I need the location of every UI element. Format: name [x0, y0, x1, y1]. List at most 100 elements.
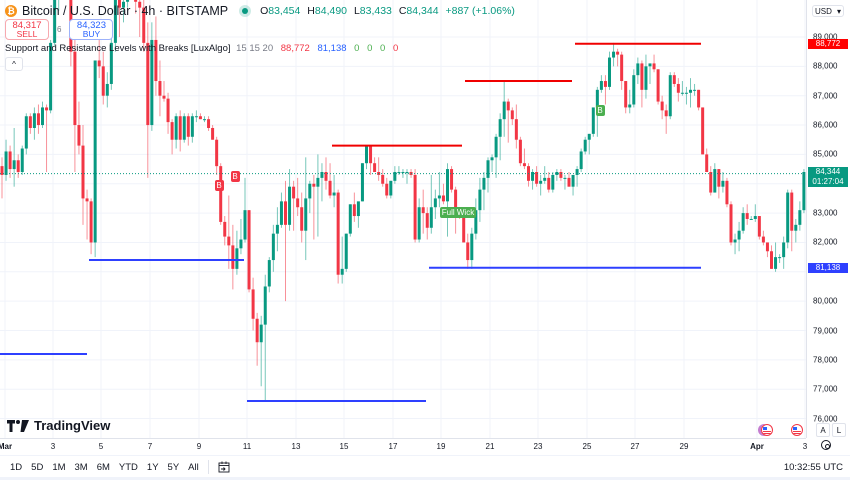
date-tick-label: 29: [679, 442, 689, 451]
candle-bullish: [478, 189, 482, 211]
candle-bearish: [705, 154, 709, 173]
last-price-badge: 84,344 01:27:04: [808, 166, 848, 187]
currency-selector[interactable]: USD ▾: [812, 5, 844, 17]
candle-bearish: [559, 172, 563, 178]
candle-bearish: [725, 180, 729, 205]
date-tick-label: Apr: [750, 442, 764, 451]
buy-button[interactable]: 84,323 BUY: [69, 19, 114, 40]
candle-bearish: [198, 116, 202, 120]
collapse-legend-button[interactable]: ^: [5, 57, 23, 71]
candle-bullish: [401, 172, 405, 174]
candle-bullish: [531, 172, 535, 181]
date-tick-label: 3: [802, 442, 808, 451]
range-button-1y[interactable]: 1Y: [146, 461, 159, 473]
last-price: 84,344: [815, 166, 841, 176]
indicator-value-4: 0: [392, 43, 399, 54]
date-tick-label: 27: [630, 442, 640, 451]
candle-bullish: [494, 136, 498, 158]
candle-bullish: [778, 257, 782, 259]
candle-bearish: [672, 75, 676, 84]
candle-bullish: [774, 257, 778, 269]
candle-bearish: [660, 101, 664, 111]
settings-icon[interactable]: [821, 440, 831, 450]
candle-bullish: [32, 113, 36, 128]
time-axis[interactable]: Mar 3 5 7 9 11 13 15 17 19 21 23 25 27 29 Apr 3: [0, 438, 808, 455]
auto-scale-button[interactable]: A: [816, 423, 830, 437]
price-tick-label: 77,000: [813, 384, 838, 394]
symbol-title[interactable]: Bitcoin / U.S. Dollar · 4h · BITSTAMP: [22, 4, 229, 18]
candle-bearish: [45, 107, 49, 111]
calendar-goto-icon[interactable]: [218, 461, 230, 473]
candle-bullish: [498, 119, 502, 137]
candle-bullish: [150, 39, 154, 126]
sell-label: SELL: [16, 28, 38, 39]
candle-bullish: [644, 66, 648, 90]
candle-bullish: [446, 169, 449, 202]
candle-bullish: [105, 83, 109, 96]
candle-bullish: [126, 0, 130, 2]
candle-bullish: [174, 116, 178, 140]
candle-bearish: [624, 81, 628, 108]
candle-bullish: [203, 119, 206, 121]
date-tick-label: Mar: [0, 442, 13, 451]
candle-bullish: [122, 1, 125, 8]
indicator-name: Support and Resistance Levels with Break…: [5, 43, 231, 54]
candle-bearish: [664, 110, 668, 117]
candle-bullish: [267, 260, 271, 287]
indicator-legend[interactable]: Support and Resistance Levels with Break…: [5, 43, 398, 54]
us-economic-event-icon[interactable]: [761, 424, 773, 436]
range-button-5y[interactable]: 5Y: [167, 461, 180, 473]
date-tick-label: 5: [98, 442, 104, 451]
range-button-5d[interactable]: 5D: [31, 461, 44, 473]
currency-label: USD: [815, 6, 832, 16]
sell-button[interactable]: 84,317 SELL: [5, 19, 49, 40]
us-economic-event-icon[interactable]: [791, 424, 803, 436]
log-scale-button[interactable]: L: [832, 423, 846, 437]
candle-bearish: [85, 198, 89, 202]
bar-countdown: 01:27:04: [812, 176, 844, 186]
range-button-3m[interactable]: 3M: [74, 461, 88, 473]
price-axis[interactable]: USD ▾ 89,000 88,000 87,000 86,000 85,000 83,0…: [806, 0, 850, 438]
candle-bearish: [413, 174, 417, 240]
candle-bearish: [300, 207, 304, 231]
tradingview-logo-text: TradingView: [34, 418, 111, 433]
candle-bullish: [417, 207, 421, 240]
candle-bullish: [587, 133, 591, 140]
candle-bearish: [215, 139, 219, 167]
candle-bearish: [251, 289, 255, 319]
candle-bullish: [628, 104, 632, 108]
range-button-all[interactable]: All: [188, 461, 199, 473]
candle-bullish: [24, 116, 28, 149]
candle-bearish: [547, 177, 551, 190]
chevron-down-icon: ▾: [836, 6, 841, 16]
range-button-ytd[interactable]: YTD: [118, 461, 138, 473]
candle-bearish: [138, 1, 142, 8]
candle-bullish: [482, 177, 486, 190]
candle-bullish: [113, 0, 117, 43]
candle-bearish: [73, 51, 77, 126]
candle-bearish: [166, 98, 170, 123]
candle-bullish: [308, 183, 312, 199]
candle-bullish: [737, 230, 741, 240]
range-button-1m[interactable]: 1M: [52, 461, 66, 473]
candle-bearish: [506, 101, 510, 111]
break-signal-label: B: [214, 180, 224, 192]
candlestick-chart[interactable]: [0, 0, 806, 438]
low-value: 83,433: [359, 5, 392, 17]
candle-bullish: [332, 192, 336, 196]
candle-bullish: [668, 75, 672, 117]
candle-bullish: [786, 192, 790, 243]
range-button-6m[interactable]: 6M: [96, 461, 110, 473]
chart-pane[interactable]: ₿ Bitcoin / U.S. Dollar · 4h · BITSTAMP …: [0, 0, 806, 438]
candle-bearish: [101, 66, 105, 96]
candle-bearish: [640, 63, 644, 90]
price-tick-label: 80,000: [813, 296, 838, 306]
tradingview-logo[interactable]: TradingView: [7, 418, 110, 433]
candle-bearish: [697, 89, 701, 108]
candle-bearish: [28, 116, 32, 128]
clock-utc[interactable]: 10:32:55 UTC: [783, 461, 843, 473]
candle-bullish: [632, 75, 636, 105]
close-value: 84,344: [406, 5, 439, 17]
support-price-badge: 81,138: [808, 262, 848, 273]
range-button-1d[interactable]: 1D: [10, 461, 23, 473]
